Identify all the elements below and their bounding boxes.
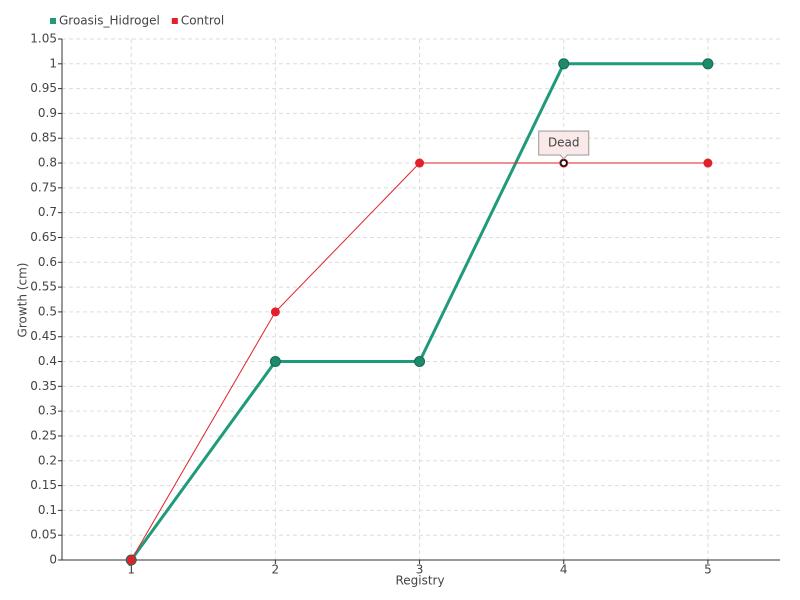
y-axis-title: Growth (cm) bbox=[16, 263, 30, 338]
y-tick-label: 1.05 bbox=[30, 32, 57, 46]
x-tick-label: 1 bbox=[127, 563, 135, 577]
x-tick-label: 2 bbox=[272, 563, 280, 577]
y-tick-label: 0.9 bbox=[38, 106, 57, 120]
y-tick-label: 0.7 bbox=[38, 205, 57, 219]
data-point bbox=[703, 158, 713, 168]
y-tick-label: 0.45 bbox=[30, 329, 57, 343]
annotation-text: Dead bbox=[548, 136, 580, 150]
data-point bbox=[702, 58, 714, 70]
legend-swatch bbox=[171, 18, 178, 24]
y-tick-label: 0.05 bbox=[30, 528, 57, 542]
data-point bbox=[558, 58, 570, 70]
legend-label: Groasis_Hidrogel bbox=[59, 14, 160, 28]
y-tick-label: 0.95 bbox=[30, 81, 57, 95]
y-tick-label: 0.3 bbox=[38, 404, 57, 418]
y-tick-label: 0.1 bbox=[38, 503, 57, 517]
annotation-marker bbox=[559, 159, 568, 167]
y-tick-label: 0.25 bbox=[30, 428, 57, 442]
y-tick-label: 0.85 bbox=[30, 131, 57, 145]
x-tick-label: 5 bbox=[704, 563, 712, 577]
data-point bbox=[269, 356, 281, 368]
legend-label: Control bbox=[181, 14, 224, 28]
x-tick-label: 3 bbox=[416, 563, 424, 577]
y-tick-label: 0.75 bbox=[30, 180, 57, 194]
data-point bbox=[270, 307, 280, 317]
x-tick-label: 4 bbox=[560, 563, 568, 577]
y-tick-label: 0.8 bbox=[38, 156, 57, 170]
annotation-pointer bbox=[559, 154, 569, 160]
y-tick-label: 0.55 bbox=[30, 280, 57, 294]
annotation: Dead bbox=[538, 130, 590, 160]
y-tick-label: 0 bbox=[49, 553, 57, 567]
y-tick-label: 0.2 bbox=[38, 453, 57, 467]
data-point bbox=[415, 158, 425, 168]
y-tick-label: 0.65 bbox=[30, 230, 57, 244]
y-tick-label: 0.5 bbox=[38, 304, 57, 318]
y-tick-label: 0.15 bbox=[30, 478, 57, 492]
y-tick-label: 1 bbox=[49, 56, 57, 70]
data-point bbox=[126, 555, 136, 565]
legend-swatch bbox=[50, 18, 56, 24]
y-tick-label: 0.6 bbox=[38, 255, 57, 269]
y-tick-label: 0.4 bbox=[38, 354, 57, 368]
y-tick-label: 0.35 bbox=[30, 379, 57, 393]
x-axis-title: Registry bbox=[395, 574, 444, 588]
data-point bbox=[414, 356, 426, 368]
